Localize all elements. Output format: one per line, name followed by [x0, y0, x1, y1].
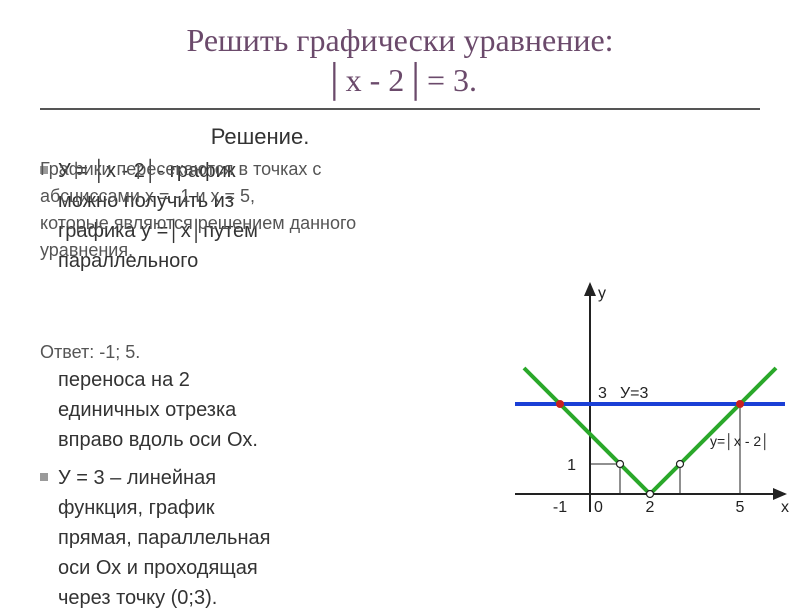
- graph-chart: у х 3 У=3 1 -1 0 2 5 у=│х - 2│: [480, 234, 800, 574]
- intersection-text-layer: Графики пересекаются в точках с абсцисса…: [40, 156, 480, 264]
- solution-heading: Решение.: [40, 124, 480, 150]
- svg-text:у=│х - 2│: у=│х - 2│: [710, 433, 770, 451]
- svg-text:1: 1: [567, 457, 576, 474]
- bullet-square-icon: [40, 473, 48, 481]
- svg-text:3: 3: [598, 385, 607, 402]
- svg-text:у: у: [598, 285, 606, 302]
- svg-text:-1: -1: [553, 499, 567, 516]
- svg-text:5: 5: [736, 499, 745, 516]
- svg-text:2: 2: [646, 499, 655, 516]
- content-area: Решение. У = │х - 2│- график можно получ…: [0, 124, 800, 613]
- title-line-2: │х - 2│= 3.: [100, 60, 700, 100]
- text-column: Решение. У = │х - 2│- график можно получ…: [40, 124, 480, 613]
- overlapping-text-block: У = │х - 2│- график можно получить из гр…: [40, 156, 480, 346]
- svg-text:У=3: У=3: [620, 385, 649, 402]
- svg-text:0: 0: [594, 499, 603, 516]
- bullet-2: У = 3 – линейная функция, график прямая,…: [40, 463, 480, 613]
- bullet-2-text: У = 3 – линейная функция, график прямая,…: [58, 463, 270, 613]
- title-line-1: Решить графически уравнение:: [100, 20, 700, 60]
- svg-text:х: х: [781, 499, 789, 516]
- continuation-text: переноса на 2 единичных отрезка вправо в…: [40, 365, 480, 455]
- slide-title: Решить графически уравнение: │х - 2│= 3.: [40, 0, 760, 110]
